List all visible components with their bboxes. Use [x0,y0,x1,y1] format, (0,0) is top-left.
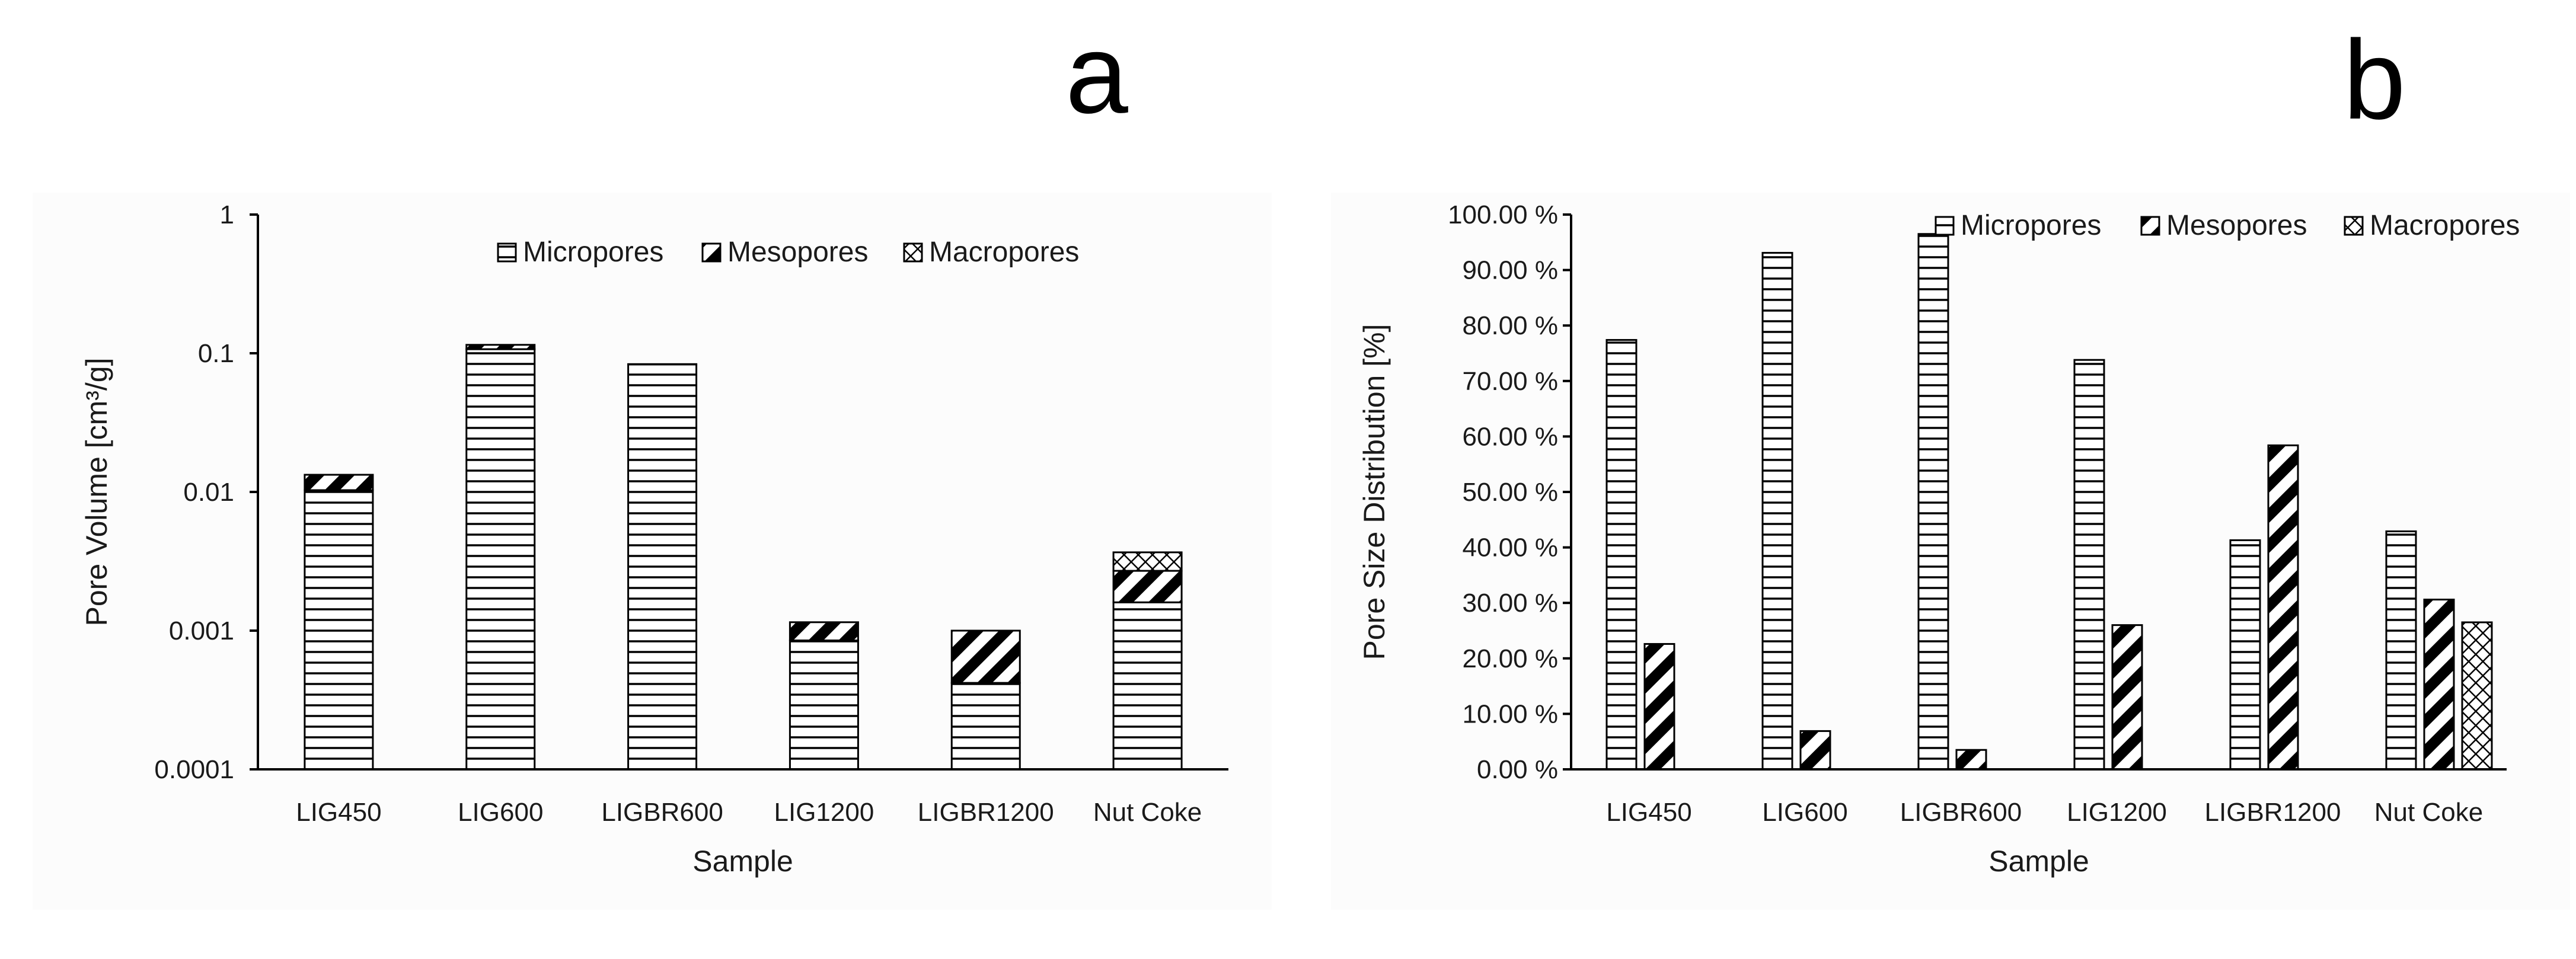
y-tick-label: 0.0001 [154,755,234,784]
y-tick-label: 50.00 % [1463,478,1558,507]
bar-lig450-micropores [304,489,374,771]
panel-a-y-axis-title: Pore Volume [cm³/g] [80,358,113,626]
legend-label-micropores: Micropores [523,236,663,268]
legend-label-macropores: Macropores [2370,210,2520,241]
legend-swatch-micropores [497,242,517,263]
legend-label-macropores: Macropores [929,236,1079,268]
bar-ligbr600-mesopores [1955,749,1987,771]
y-tick-label: 10.00 % [1463,699,1558,728]
bar-nut-coke-micropores [1112,601,1183,771]
bar-ligbr600-micropores [627,363,698,771]
bar-nut-coke-mesopores [2423,599,2455,771]
y-tick-label: 30.00 % [1463,589,1558,618]
legend-swatch-micropores [1935,216,1955,236]
y-tick-label: 80.00 % [1463,311,1558,340]
bar-lig600-micropores [1761,252,1793,771]
bar-lig450-micropores [1605,339,1637,771]
legend-label-micropores: Micropores [1961,210,2101,241]
bar-lig450-mesopores [1643,642,1675,771]
panel-b: b 0.00 % 10.00 % 20.00 % 30.00 % 40.00 % 50.0… [1331,17,2570,910]
x-tick-label-ligbr600: LIGBR600 [1900,798,2022,827]
panel-a-x-axis-title: Sample [692,845,793,878]
x-tick-label-lig600: LIG600 [458,798,543,827]
panel-a-legend: Micropores Mesopores Macropores [497,236,1079,268]
y-tick-label: 60.00 % [1463,422,1558,451]
x-tick-label-nut-coke: Nut Coke [1093,798,1202,827]
y-tick-label: 1 [220,200,234,229]
panel-a: a 0.0001 0.001 0.01 0.1 1 LIG450 LIG600 LIGBR6… [33,11,1272,910]
x-tick-label-lig450: LIG450 [1606,798,1691,827]
bar-lig1200-micropores [789,640,859,771]
legend-label-mesopores: Mesopores [727,236,868,268]
bar-ligbr1200-micropores [2229,539,2261,771]
x-tick-label-lig1200: LIG1200 [774,798,874,827]
bar-ligbr1200-mesopores [950,629,1021,684]
panel-b-y-axis-title: Pore Size Distribution [%] [1358,324,1391,660]
x-tick-label-lig450: LIG450 [296,798,381,827]
bar-ligbr1200-mesopores [2267,444,2299,771]
legend-swatch-mesopores [2140,216,2160,236]
bar-lig600-micropores [465,348,536,771]
x-tick-label-ligbr1200: LIGBR1200 [918,798,1054,827]
panel-b-x-axis-title: Sample [1988,845,2089,878]
x-tick-label-lig1200: LIG1200 [2067,798,2167,827]
bar-lig450-mesopores [304,474,374,491]
y-tick-label: 0.001 [169,616,234,645]
y-tick-label: 0.01 [183,478,234,507]
panel-a-letter: a [1065,11,1128,137]
bar-nut-coke-macropores [1112,551,1183,572]
bar-lig600-mesopores [465,344,536,350]
bar-nut-coke-mesopores [1112,570,1183,603]
bar-nut-coke-micropores [2385,530,2417,771]
y-tick-label: 40.00 % [1463,533,1558,562]
bar-nut-coke-macropores [2461,621,2493,771]
bar-lig1200-mesopores [2111,624,2143,771]
bar-lig600-mesopores [1799,730,1831,771]
legend-swatch-mesopores [701,242,722,263]
y-tick-label: 0.00 % [1477,755,1558,784]
y-tick-label: 100.00 % [1448,200,1558,229]
bar-ligbr600-micropores [1917,233,1949,771]
x-tick-label-nut-coke: Nut Coke [2374,798,2483,827]
x-tick-label-ligbr600: LIGBR600 [601,798,723,827]
bar-lig1200-mesopores [789,621,859,642]
x-tick-label-ligbr1200: LIGBR1200 [2205,798,2341,827]
bar-ligbr1200-micropores [950,682,1021,771]
y-tick-label: 70.00 % [1463,367,1558,396]
bar-ligbr600-mesopores [627,363,698,366]
bar-lig1200-micropores [2073,359,2105,771]
y-tick-label: 20.00 % [1463,644,1558,673]
legend-label-mesopores: Mesopores [2166,210,2307,241]
y-tick-label: 0.1 [198,339,234,368]
panel-b-letter: b [2343,17,2406,143]
panel-b-legend: Micropores Mesopores Macropores [1935,210,2520,241]
y-tick-label: 90.00 % [1463,256,1558,285]
x-tick-label-lig600: LIG600 [1762,798,1847,827]
panel-b-background [1331,193,2570,910]
legend-swatch-macropores [903,242,923,263]
legend-swatch-macropores [2344,216,2364,236]
